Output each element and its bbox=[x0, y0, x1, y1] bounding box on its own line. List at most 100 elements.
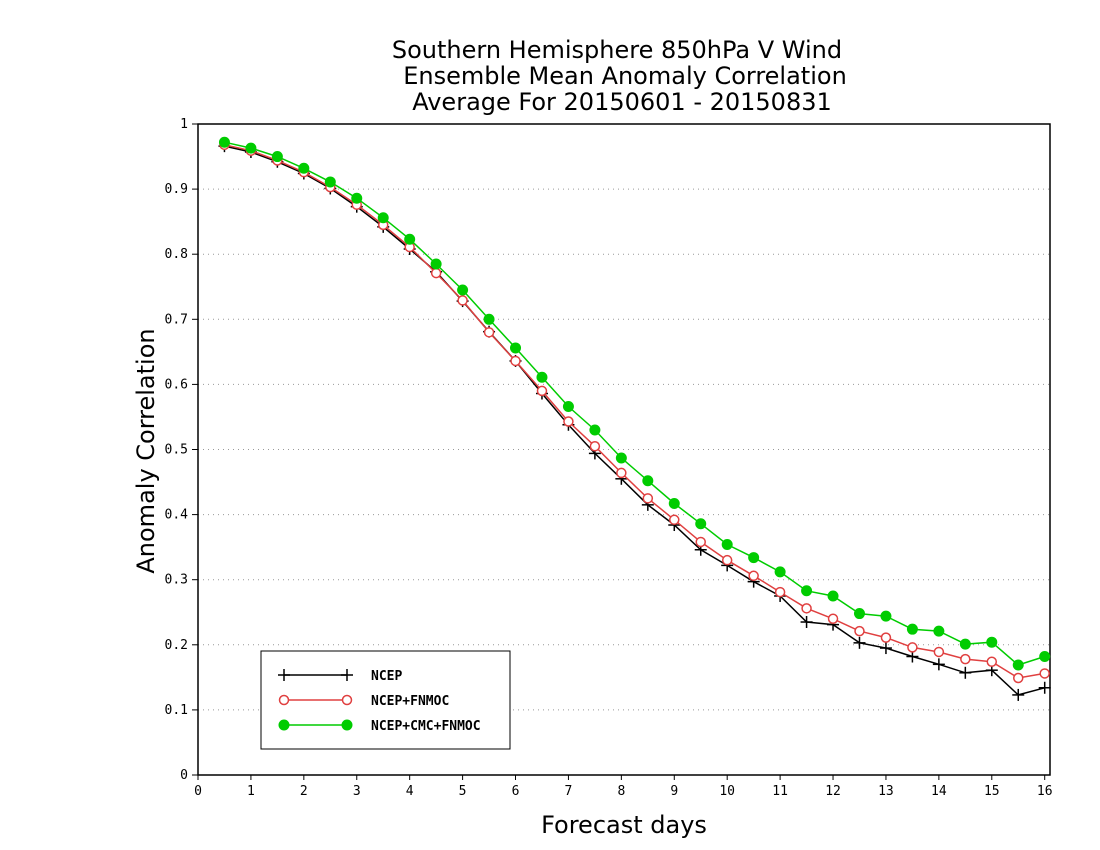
x-tick-label: 15 bbox=[984, 784, 1000, 799]
data-point-ncep-cmc-fnmoc bbox=[218, 136, 230, 148]
x-tick-label: 13 bbox=[878, 784, 894, 799]
data-point-ncep-cmc-fnmoc bbox=[457, 284, 469, 296]
data-point-ncep-cmc-fnmoc bbox=[695, 518, 707, 530]
data-point-ncep-cmc-fnmoc bbox=[933, 625, 945, 637]
series-line-ncep bbox=[224, 145, 1045, 696]
data-point-ncep bbox=[932, 658, 945, 671]
data-point-ncep-cmc-fnmoc bbox=[271, 151, 283, 163]
y-tick-label: 0.5 bbox=[165, 443, 188, 458]
data-point-ncep bbox=[853, 636, 866, 649]
data-point-ncep-fnmoc bbox=[801, 603, 812, 614]
x-tick-label: 0 bbox=[194, 784, 202, 799]
y-tick-label: 0.6 bbox=[165, 377, 188, 392]
data-point-ncep-cmc-fnmoc bbox=[324, 176, 336, 188]
x-tick-label: 14 bbox=[931, 784, 947, 799]
data-point-ncep-cmc-fnmoc bbox=[959, 638, 971, 650]
gridlines bbox=[198, 188, 1050, 711]
data-point-ncep bbox=[1012, 688, 1025, 701]
data-point-ncep-cmc-fnmoc bbox=[774, 566, 786, 578]
chart-title-line-1: Southern Hemisphere 850hPa V Wind bbox=[392, 36, 842, 64]
data-point-ncep-cmc-fnmoc bbox=[668, 498, 680, 510]
data-point-ncep-cmc-fnmoc bbox=[430, 258, 442, 270]
data-point-ncep-fnmoc bbox=[457, 295, 468, 306]
legend-marker bbox=[341, 719, 353, 731]
x-tick-label: 11 bbox=[772, 784, 788, 799]
data-point-ncep-cmc-fnmoc bbox=[801, 585, 813, 597]
data-point-ncep-cmc-fnmoc bbox=[721, 539, 733, 551]
data-point-ncep-cmc-fnmoc bbox=[404, 233, 416, 245]
data-point-ncep-cmc-fnmoc bbox=[906, 623, 918, 635]
data-point-ncep-fnmoc bbox=[827, 613, 839, 625]
data-point-ncep-fnmoc bbox=[907, 642, 918, 653]
x-tick-label: 12 bbox=[825, 784, 841, 799]
x-tick-label: 6 bbox=[512, 784, 520, 799]
data-point-ncep-fnmoc bbox=[774, 586, 786, 598]
legend: NCEP NCEP+FNMOC NCEP+CMC+FNMOC bbox=[260, 650, 511, 750]
legend-marker bbox=[341, 694, 353, 706]
data-point-ncep-cmc-fnmoc bbox=[853, 608, 865, 620]
data-point-ncep-fnmoc bbox=[563, 416, 574, 427]
data-point-ncep-cmc-fnmoc bbox=[986, 636, 998, 648]
y-tick-label: 0.3 bbox=[165, 573, 188, 588]
series-group bbox=[218, 136, 1051, 701]
legend-item-ncep-fnmoc: NCEP+FNMOC bbox=[278, 694, 449, 709]
data-point-ncep-fnmoc bbox=[430, 267, 442, 279]
y-axis-label: Anomaly Correlation bbox=[132, 328, 160, 573]
data-point-ncep-fnmoc bbox=[854, 625, 865, 637]
data-point-ncep bbox=[959, 666, 972, 679]
data-point-ncep-cmc-fnmoc bbox=[351, 192, 363, 204]
series-ncep bbox=[218, 140, 1051, 701]
x-tick-label: 8 bbox=[617, 784, 625, 799]
y-tick-label: 0.4 bbox=[165, 508, 189, 523]
data-point-ncep-cmc-fnmoc bbox=[827, 590, 839, 602]
data-point-ncep-cmc-fnmoc bbox=[536, 371, 548, 383]
data-point-ncep-fnmoc bbox=[669, 514, 680, 526]
data-point-ncep-cmc-fnmoc bbox=[1012, 659, 1024, 671]
legend-marker bbox=[278, 694, 290, 706]
y-tick-label: 0.9 bbox=[165, 182, 188, 197]
data-point-ncep-fnmoc bbox=[1039, 668, 1050, 679]
data-point-ncep-cmc-fnmoc bbox=[642, 475, 654, 487]
data-point-ncep-cmc-fnmoc bbox=[562, 401, 574, 413]
legend-label: NCEP bbox=[371, 669, 402, 684]
data-point-ncep-cmc-fnmoc bbox=[245, 142, 257, 154]
data-point-ncep-fnmoc bbox=[748, 570, 759, 582]
y-tick-label: 0.1 bbox=[165, 703, 188, 718]
data-point-ncep-cmc-fnmoc bbox=[880, 610, 892, 622]
chart-title-line-3: Average For 20150601 - 20150831 bbox=[412, 88, 832, 116]
series-line-ncep-fnmoc bbox=[224, 144, 1045, 679]
x-tick-label: 2 bbox=[300, 784, 308, 799]
data-point-ncep-cmc-fnmoc bbox=[510, 342, 522, 354]
y-tick-label: 0.7 bbox=[165, 312, 188, 327]
x-tick-label: 10 bbox=[719, 784, 735, 799]
data-point-ncep-fnmoc bbox=[721, 554, 733, 566]
x-tick-label: 7 bbox=[565, 784, 573, 799]
data-point-ncep-fnmoc bbox=[510, 355, 521, 367]
data-point-ncep-fnmoc bbox=[1012, 672, 1024, 684]
data-point-ncep-cmc-fnmoc bbox=[483, 313, 495, 325]
data-point-ncep-fnmoc bbox=[933, 646, 945, 658]
data-point-ncep-fnmoc bbox=[589, 440, 601, 452]
legend-item-ncep: NCEP bbox=[278, 669, 402, 684]
data-point-ncep-fnmoc bbox=[986, 656, 998, 667]
data-point-ncep-fnmoc bbox=[960, 653, 971, 665]
y-tick-label: 0 bbox=[180, 768, 188, 783]
data-point-ncep-cmc-fnmoc bbox=[589, 424, 601, 436]
series-ncep-cmc-fnmoc bbox=[218, 136, 1051, 671]
data-point-ncep bbox=[1038, 681, 1051, 694]
series-line-ncep-cmc-fnmoc bbox=[224, 141, 1045, 666]
data-point-ncep bbox=[879, 642, 892, 655]
y-tick-label: 0.2 bbox=[165, 638, 188, 653]
x-tick-label: 3 bbox=[353, 784, 361, 799]
data-point-ncep-cmc-fnmoc bbox=[1039, 651, 1051, 663]
data-point-ncep-fnmoc bbox=[880, 632, 892, 643]
x-tick-label: 1 bbox=[247, 784, 255, 799]
data-point-ncep-cmc-fnmoc bbox=[298, 162, 310, 174]
legend-label: NCEP+FNMOC bbox=[371, 694, 449, 709]
x-axis-ticks: 0 1 2 3 4 5 6 7 8 9 10 11 12 13 14 15 16 bbox=[194, 775, 1053, 799]
legend-marker bbox=[278, 669, 290, 681]
y-tick-label: 1 bbox=[180, 117, 188, 132]
y-tick-label: 0.8 bbox=[165, 247, 188, 262]
data-point-ncep-fnmoc bbox=[642, 493, 654, 504]
